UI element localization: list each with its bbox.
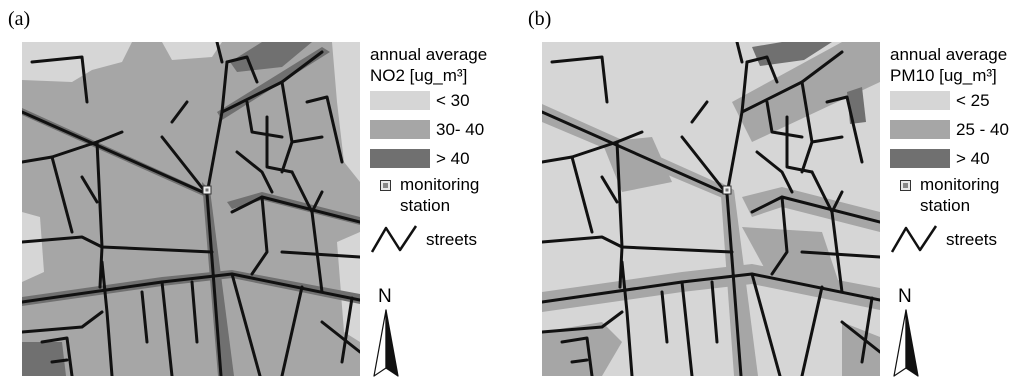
legend-label-medium: 30- 40	[436, 120, 485, 139]
monitoring-station-marker	[722, 185, 732, 195]
panel-b: (b)	[520, 0, 1023, 378]
legend-item-low: < 25	[890, 88, 1023, 115]
legend-label-high: > 40	[436, 149, 470, 168]
monitoring-station-marker	[202, 185, 212, 195]
north-arrow-icon	[893, 309, 919, 377]
legend-label-station: monitoring station	[400, 175, 480, 215]
legend-swatch-high	[890, 149, 950, 168]
legend-label-low: < 25	[956, 91, 990, 110]
panel-a: (a)	[0, 0, 505, 378]
legend-label-streets: streets	[426, 230, 478, 249]
legend-item-high: > 40	[370, 146, 510, 173]
legend-label-medium: 25 - 40	[956, 120, 1009, 139]
legend-swatch-high	[370, 149, 430, 168]
monitoring-station-icon	[380, 180, 391, 191]
north-arrow-icon	[373, 309, 399, 377]
legend-item-streets: streets	[370, 221, 510, 261]
legend-swatch-medium	[370, 120, 430, 139]
legend-label-station: monitoring station	[920, 175, 1000, 215]
legend-item-medium: 25 - 40	[890, 117, 1023, 144]
legend-swatch-low	[890, 91, 950, 110]
legend-title: annual average PM10 [ug_m³]	[890, 45, 1008, 85]
legend: annual average PM10 [ug_m³] < 25 25 - 40…	[890, 44, 1023, 261]
legend-item-medium: 30- 40	[370, 117, 510, 144]
street-line-icon	[370, 225, 418, 253]
legend-item-low: < 30	[370, 88, 510, 115]
street-line-icon	[890, 225, 938, 253]
north-arrow: N	[372, 286, 414, 378]
legend-label-low: < 30	[436, 91, 470, 110]
legend-item-station: monitoring station	[370, 175, 510, 219]
monitoring-station-icon	[900, 180, 911, 191]
pm10-concentration-map	[542, 42, 880, 376]
legend-label-high: > 40	[956, 149, 990, 168]
panel-label: (a)	[8, 8, 31, 30]
legend-title: annual average NO2 [ug_m³]	[370, 45, 488, 85]
legend-swatch-medium	[890, 120, 950, 139]
north-arrow: N	[892, 286, 934, 378]
no2-concentration-map	[22, 42, 360, 376]
legend-item-high: > 40	[890, 146, 1023, 173]
panel-label: (b)	[528, 8, 552, 30]
legend-label-streets: streets	[946, 230, 998, 249]
legend-swatch-low	[370, 91, 430, 110]
legend-item-streets: streets	[890, 221, 1023, 261]
north-label: N	[898, 286, 912, 307]
legend-item-station: monitoring station	[890, 175, 1023, 219]
legend: annual average NO2 [ug_m³] < 30 30- 40 >…	[370, 44, 510, 261]
north-label: N	[378, 286, 392, 307]
